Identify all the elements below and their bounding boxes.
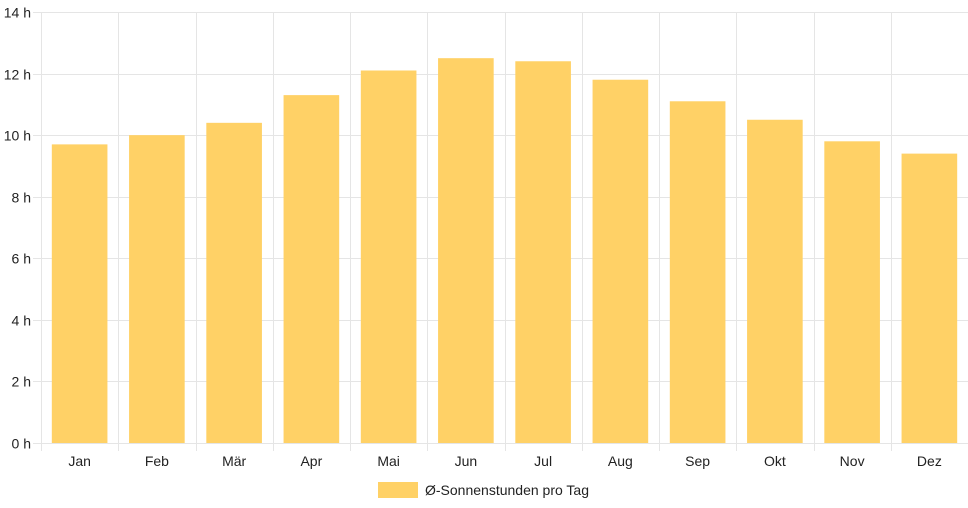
x-tick-label: Dez (917, 453, 942, 469)
bar[interactable] (592, 79, 649, 443)
x-tick-label: Nov (840, 453, 865, 469)
bar[interactable] (438, 58, 494, 444)
x-tick-label: Aug (608, 453, 633, 469)
bar[interactable] (515, 61, 571, 443)
bar[interactable] (747, 119, 803, 443)
y-tick-label: 8 h (12, 190, 31, 206)
bar[interactable] (283, 95, 340, 443)
y-tick-label: 12 h (4, 67, 31, 83)
bar[interactable] (206, 122, 262, 443)
y-tick-label: 2 h (12, 374, 31, 390)
bar[interactable] (129, 135, 185, 443)
bars (51, 58, 958, 444)
legend-swatch (378, 482, 418, 498)
x-tick-label: Mai (377, 453, 400, 469)
y-tick-label: 0 h (12, 436, 31, 452)
bar[interactable] (360, 70, 417, 443)
legend[interactable]: Ø-Sonnenstunden pro Tag (378, 482, 589, 498)
y-tick-label: 6 h (12, 251, 31, 267)
legend-label: Ø-Sonnenstunden pro Tag (425, 482, 589, 498)
bar[interactable] (51, 144, 108, 443)
x-tick-label: Apr (300, 453, 322, 469)
axes: 0 h 2 h 4 h 6 h 8 h 10 h 12 h 14 h Jan Feb Mär Apr M… (4, 5, 942, 470)
x-tick-label: Feb (145, 453, 169, 469)
bar[interactable] (669, 101, 726, 444)
x-tick-label: Sep (685, 453, 710, 469)
grid (33, 12, 968, 451)
y-tick-label: 10 h (4, 128, 31, 144)
y-tick-label: 14 h (4, 5, 31, 21)
bar[interactable] (824, 141, 880, 444)
bar[interactable] (901, 153, 958, 443)
x-tick-label: Jul (534, 453, 552, 469)
x-tick-label: Jun (455, 453, 478, 469)
x-tick-label: Okt (764, 453, 786, 469)
x-tick-label: Mär (222, 453, 246, 469)
y-tick-label: 4 h (12, 313, 31, 329)
x-tick-label: Jan (68, 453, 91, 469)
